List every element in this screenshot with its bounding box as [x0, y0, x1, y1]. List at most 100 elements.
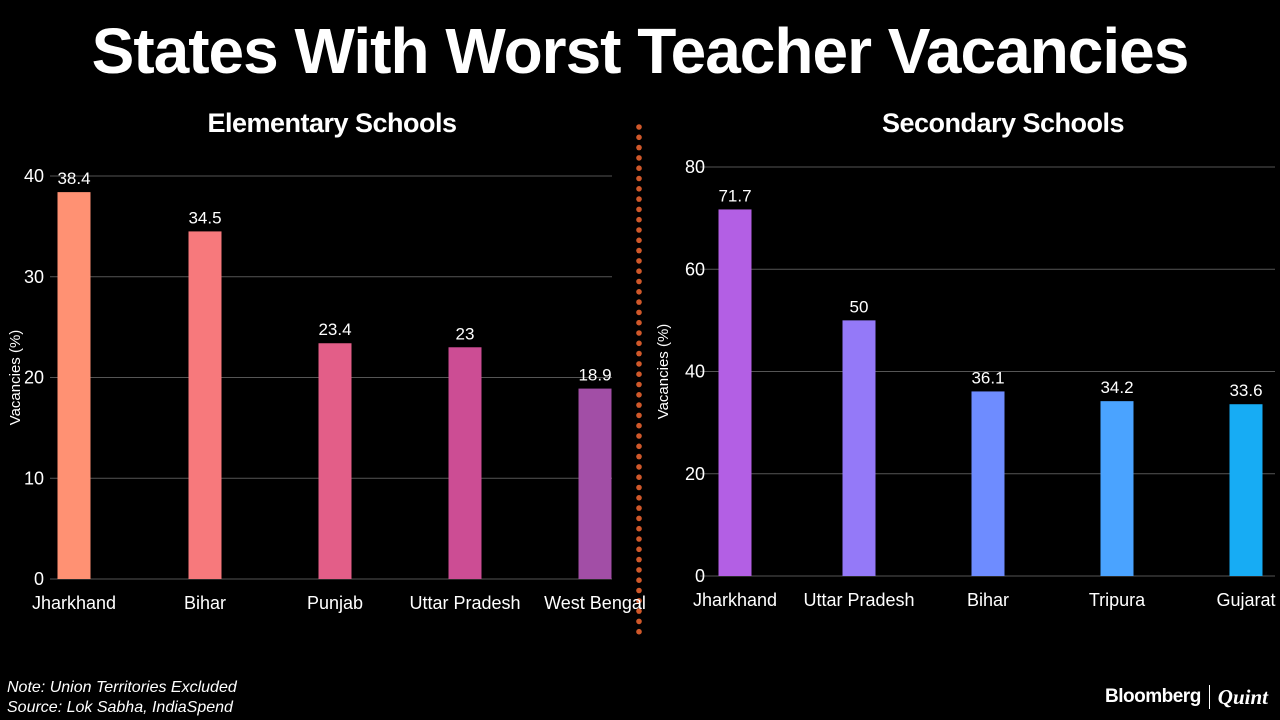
- bar-bihar: [188, 231, 222, 579]
- divider-dot: [636, 443, 642, 450]
- y-tick-label: 10: [24, 468, 44, 488]
- divider-dot: [636, 124, 642, 130]
- divider-dot: [636, 237, 642, 244]
- divider-dot: [636, 628, 642, 635]
- category-label: Uttar Pradesh: [409, 593, 520, 613]
- brand-secondary: Quint: [1217, 684, 1268, 709]
- category-label: Punjab: [307, 593, 363, 613]
- value-label: 23.4: [318, 320, 351, 339]
- y-tick-label: 20: [24, 368, 44, 388]
- value-label: 38.4: [57, 169, 90, 188]
- divider-dot: [636, 381, 642, 388]
- divider-dot: [636, 289, 642, 295]
- divider-dot: [636, 453, 642, 460]
- bar-jharkhand: [57, 192, 91, 579]
- footnote-note: Note: Union Territories Excluded: [7, 679, 237, 696]
- bar-west-bengal: [578, 388, 612, 579]
- divider-dot: [636, 546, 642, 553]
- divider-dot: [636, 227, 642, 233]
- bar-uttar-pradesh: [842, 320, 876, 576]
- divider-dot: [636, 258, 642, 264]
- divider-dot: [636, 556, 642, 563]
- divider-dot: [636, 598, 642, 604]
- value-label: 36.1: [971, 368, 1004, 387]
- divider-dot: [636, 433, 642, 439]
- value-label: 33.6: [1229, 381, 1262, 400]
- chart-title: Elementary Schools: [207, 108, 456, 138]
- brand-logo: Bloomberg Quint: [1105, 684, 1268, 710]
- divider-dot: [636, 474, 642, 481]
- y-tick-label: 40: [685, 362, 705, 382]
- value-label: 34.5: [188, 208, 221, 227]
- divider-dot: [636, 422, 642, 429]
- secondary-schools-chart: Secondary Schools 0 20 40 60 80 Vacancies (%) 7…: [655, 108, 1276, 610]
- y-axis-label: Vacancies (%): [655, 324, 672, 420]
- y-tick-label: 0: [34, 569, 44, 589]
- brand-primary: Bloomberg: [1105, 686, 1201, 707]
- divider-dot: [636, 196, 642, 202]
- divider-dot: [636, 515, 642, 522]
- divider-dot: [636, 608, 642, 614]
- footnote-source: Source: Lok Sabha, IndiaSpend: [7, 699, 233, 716]
- value-label: 50: [850, 297, 869, 316]
- category-label: Jharkhand: [32, 593, 116, 613]
- chart-title: Secondary Schools: [882, 108, 1124, 138]
- y-tick-label: 80: [685, 157, 705, 177]
- divider-dot: [636, 505, 642, 511]
- divider-dot: [636, 175, 642, 182]
- divider-dot: [636, 577, 642, 583]
- divider-dot: [636, 536, 642, 542]
- bar-gujarat: [1229, 404, 1263, 576]
- divider-dot: [636, 350, 642, 357]
- divider-dot: [636, 402, 642, 408]
- panel-divider: [636, 124, 642, 635]
- main-title: States With Worst Teacher Vacancies: [91, 15, 1190, 87]
- divider-dot: [636, 392, 642, 398]
- value-label: 34.2: [1100, 378, 1133, 397]
- category-label: Tripura: [1089, 590, 1146, 610]
- y-tick-label: 60: [685, 259, 705, 279]
- divider-dot: [636, 247, 642, 254]
- divider-dot: [636, 134, 642, 141]
- divider-dot: [636, 567, 642, 573]
- y-tick-label: 0: [695, 566, 705, 586]
- value-label: 23: [456, 324, 475, 343]
- y-tick-label: 30: [24, 267, 44, 287]
- divider-dot: [636, 340, 642, 347]
- bar-tripura: [1100, 401, 1134, 576]
- bar-punjab: [318, 343, 352, 579]
- divider-dot: [636, 525, 642, 532]
- divider-dot: [636, 412, 642, 419]
- divider-dot: [636, 186, 642, 192]
- divider-dot: [636, 165, 642, 171]
- elementary-schools-chart: Elementary Schools 0 10 20 30 40 Vacancies (%)…: [7, 108, 646, 613]
- bar-uttar-pradesh: [448, 347, 482, 579]
- divider-dot: [636, 495, 642, 501]
- category-label: Jharkhand: [693, 590, 777, 610]
- category-label: West Bengal: [544, 593, 646, 613]
- category-label: Bihar: [967, 590, 1009, 610]
- value-label: 18.9: [578, 366, 611, 385]
- divider-dot: [636, 155, 642, 161]
- bar-jharkhand: [718, 209, 752, 576]
- divider-dot: [636, 618, 642, 625]
- divider-dot: [636, 206, 642, 213]
- value-label: 71.7: [718, 186, 751, 205]
- divider-dot: [636, 319, 642, 326]
- y-tick-label: 40: [24, 166, 44, 186]
- divider-dot: [636, 371, 642, 378]
- divider-dot: [636, 144, 642, 151]
- bar-bihar: [971, 391, 1005, 576]
- divider-dot: [636, 309, 642, 316]
- divider-dot: [636, 464, 642, 470]
- y-tick-label: 20: [685, 464, 705, 484]
- brand-separator: [1208, 685, 1210, 709]
- divider-dot: [636, 330, 642, 336]
- category-label: Gujarat: [1216, 590, 1275, 610]
- divider-dot: [636, 268, 642, 275]
- divider-dot: [636, 484, 642, 491]
- category-label: Bihar: [184, 593, 226, 613]
- divider-dot: [636, 216, 642, 223]
- divider-dot: [636, 299, 642, 305]
